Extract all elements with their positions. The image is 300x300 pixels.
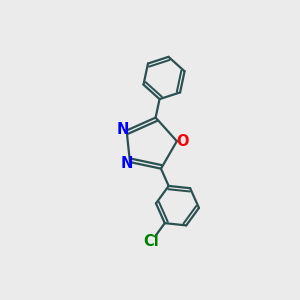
Text: N: N xyxy=(117,122,129,137)
Text: N: N xyxy=(120,156,133,171)
Text: O: O xyxy=(177,134,189,149)
Text: Cl: Cl xyxy=(143,234,159,249)
